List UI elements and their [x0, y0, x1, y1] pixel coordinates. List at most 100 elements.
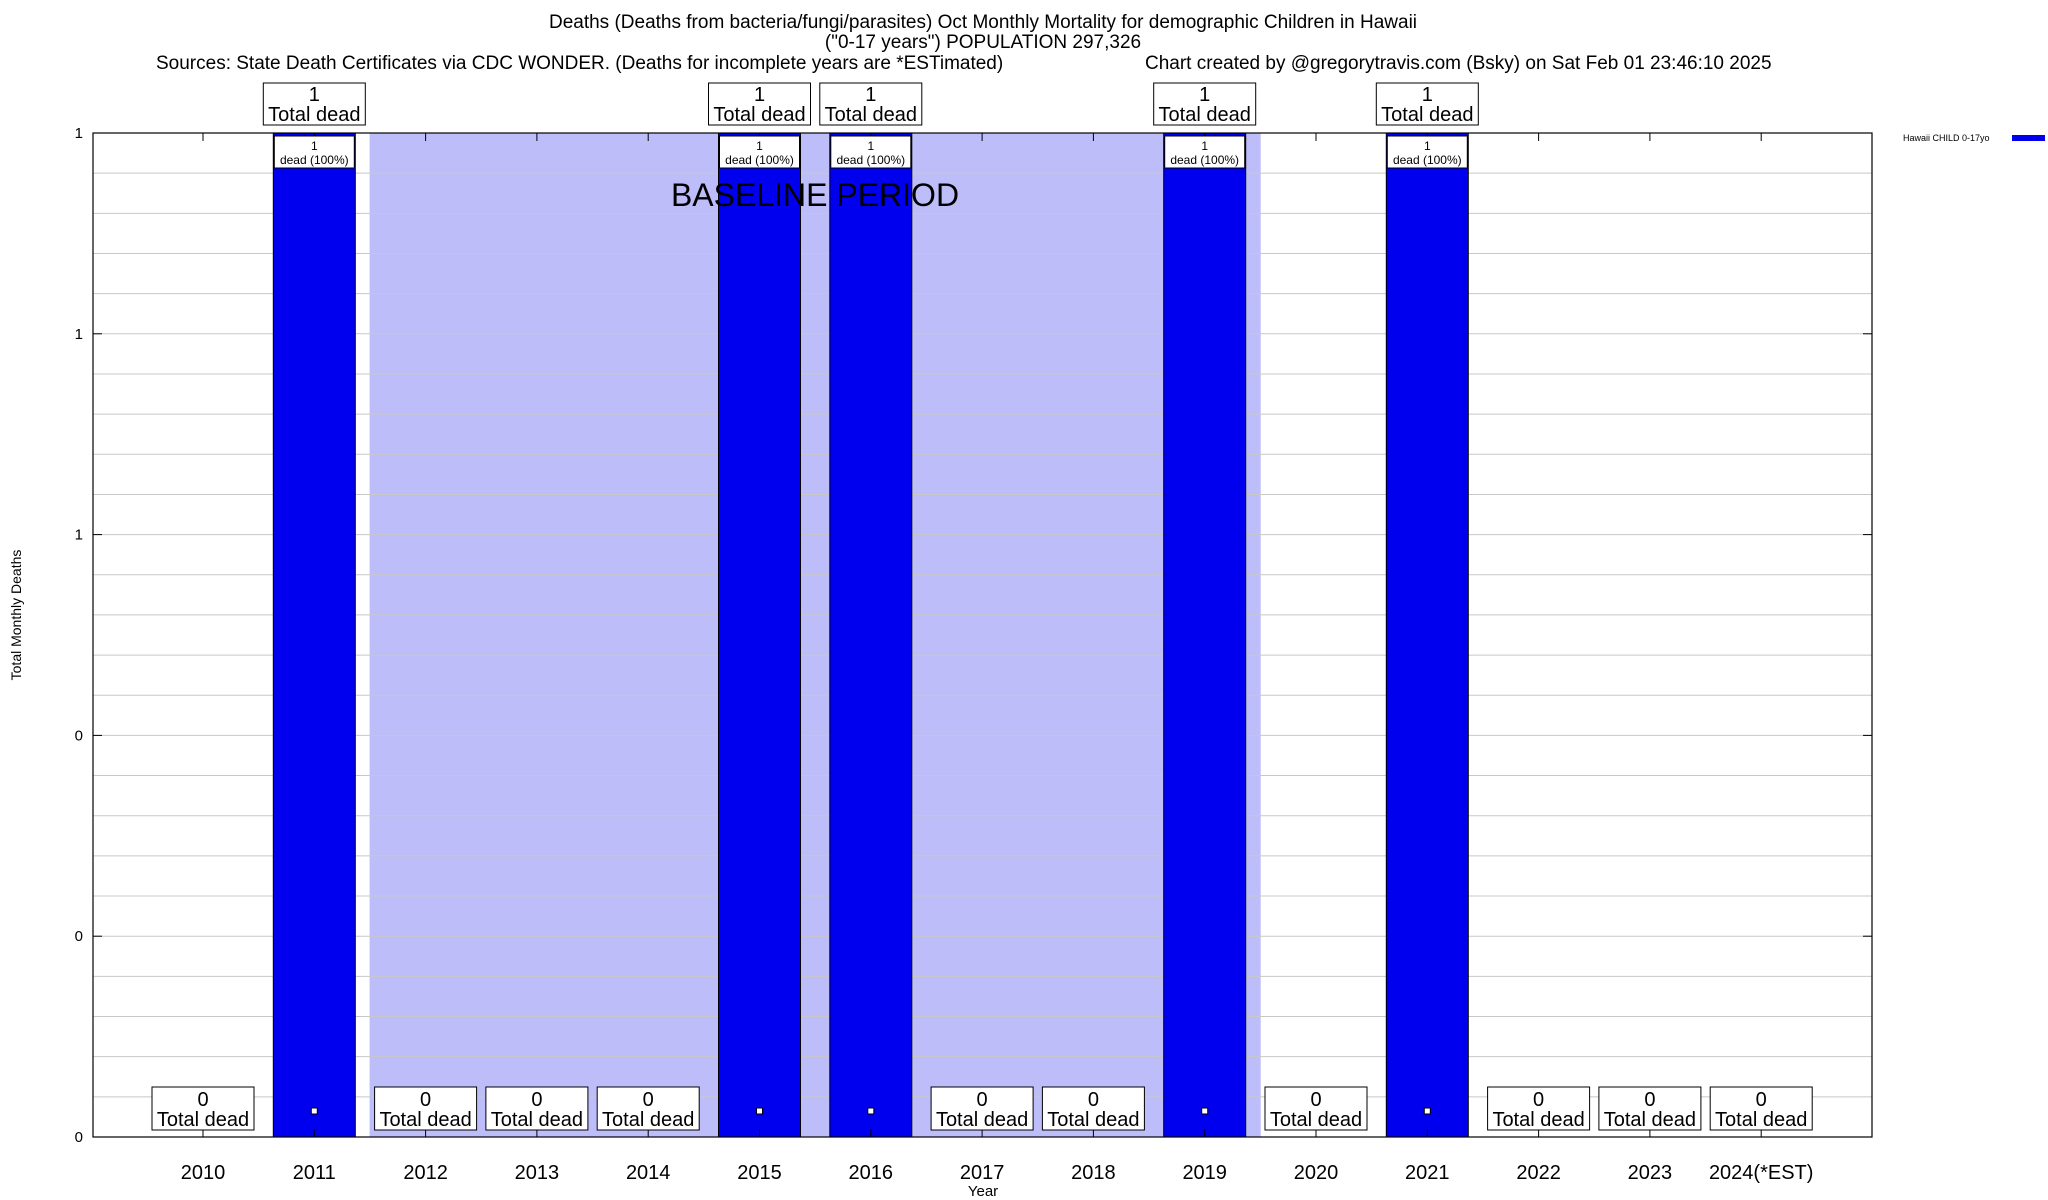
point-marker	[867, 1107, 875, 1115]
total-box	[1375, 82, 1479, 126]
bar	[272, 132, 356, 1138]
x-axis-label: Year	[968, 1183, 998, 1200]
bar-label-value: 1	[1424, 139, 1431, 153]
bar-label-text: dead (100%)	[725, 153, 794, 167]
bar-label-box	[273, 135, 355, 169]
total-value: 0	[1533, 1089, 1544, 1111]
baseline-period-label: BASELINE PERIOD	[671, 177, 959, 213]
total-value: 1	[865, 84, 876, 106]
total-box	[1041, 1086, 1145, 1131]
y-tick-label: 1	[75, 527, 83, 544]
total-label: Total dead	[936, 1109, 1028, 1131]
x-tick-label: 2012	[403, 1162, 448, 1184]
total-value: 0	[1088, 1089, 1099, 1111]
total-value: 0	[977, 1089, 988, 1111]
bar-label-value: 1	[311, 139, 318, 153]
total-label: Total dead	[1159, 104, 1251, 126]
chart-sources: Sources: State Death Certificates via CD…	[156, 53, 1004, 74]
bar-label-text: dead (100%)	[1170, 153, 1239, 167]
total-box	[596, 1086, 700, 1131]
legend-label: Hawaii CHILD 0-17yo	[1903, 133, 1990, 143]
y-axis-label: Total Monthly Deaths	[8, 550, 24, 681]
total-label: Total dead	[825, 104, 917, 126]
total-label: Total dead	[1604, 1109, 1696, 1131]
point-marker	[1423, 1107, 1431, 1115]
total-label: Total dead	[1715, 1109, 1807, 1131]
x-tick-label: 2013	[515, 1162, 560, 1184]
bar-label-value: 1	[867, 139, 874, 153]
y-tick-label: 0	[75, 1129, 83, 1146]
bar-label-text: dead (100%)	[836, 153, 905, 167]
chart-title-line-2: ("0-17 years") POPULATION 297,326	[824, 32, 1142, 53]
bar-label-box	[719, 135, 800, 169]
total-label: Total dead	[379, 1109, 471, 1131]
total-label: Total dead	[713, 104, 805, 126]
total-value: 0	[420, 1089, 431, 1111]
x-tick-label: 2021	[1405, 1162, 1450, 1184]
total-box	[708, 82, 811, 126]
total-box	[1153, 82, 1257, 126]
total-box	[930, 1086, 1034, 1131]
x-tick-label: 2011	[293, 1162, 336, 1184]
y-tick-label: 1	[75, 125, 83, 142]
chart-credit: Chart created by @gregorytravis.com (Bsk…	[1145, 53, 1772, 74]
x-tick-label: 2019	[1182, 1162, 1227, 1184]
total-label: Total dead	[268, 104, 360, 126]
x-tick-label: 2024(*EST)	[1709, 1162, 1814, 1184]
total-value: 1	[1422, 84, 1433, 106]
chart-title-line-1: Deaths (Deaths from bacteria/fungi/paras…	[548, 12, 1418, 33]
baseline-region	[369, 133, 1261, 1137]
total-value: 1	[1199, 84, 1210, 106]
bar-label-text: dead (100%)	[280, 153, 349, 167]
total-box	[819, 82, 923, 126]
bar-label-box	[1164, 135, 1246, 169]
total-value: 0	[1756, 1089, 1767, 1111]
x-tick-label: 2020	[1294, 1162, 1339, 1184]
bar-label-box	[1386, 135, 1468, 169]
x-tick-label: 2010	[181, 1162, 226, 1184]
total-value: 1	[754, 84, 765, 106]
total-value: 0	[1644, 1089, 1655, 1111]
total-label: Total dead	[1047, 1109, 1139, 1131]
total-label: Total dead	[1270, 1109, 1362, 1131]
total-value: 0	[197, 1089, 208, 1111]
total-box	[374, 1086, 478, 1131]
total-label: Total dead	[1492, 1109, 1584, 1131]
bar	[1163, 132, 1247, 1138]
total-label: Total dead	[491, 1109, 583, 1131]
bar	[829, 132, 913, 1138]
total-value: 0	[531, 1089, 542, 1111]
bar	[1385, 132, 1469, 1138]
bar	[718, 132, 801, 1138]
x-tick-label: 2015	[737, 1162, 782, 1184]
total-box	[1598, 1086, 1702, 1131]
total-box	[151, 1086, 255, 1131]
legend-swatch	[2012, 135, 2045, 141]
total-box	[262, 82, 366, 126]
total-box	[1709, 1086, 1813, 1131]
total-box	[1264, 1086, 1368, 1131]
y-tick-label: 0	[75, 727, 83, 744]
total-box	[485, 1086, 589, 1131]
total-label: Total dead	[602, 1109, 694, 1131]
x-tick-label: 2023	[1628, 1162, 1673, 1184]
x-tick-label: 2017	[960, 1162, 1005, 1184]
x-tick-label: 2018	[1071, 1162, 1116, 1184]
y-tick-label: 0	[75, 928, 83, 945]
x-tick-label: 2016	[849, 1162, 894, 1184]
bar-label-value: 1	[1201, 139, 1208, 153]
total-value: 0	[643, 1089, 654, 1111]
y-tick-label: 1	[75, 326, 83, 343]
total-box	[1487, 1086, 1591, 1131]
x-tick-label: 2022	[1516, 1162, 1561, 1184]
total-label: Total dead	[157, 1109, 249, 1131]
point-marker	[756, 1107, 763, 1115]
bar-label-box	[830, 135, 912, 169]
bar-label-text: dead (100%)	[1393, 153, 1462, 167]
total-value: 1	[309, 84, 320, 106]
point-marker	[310, 1107, 318, 1115]
total-label: Total dead	[1381, 104, 1473, 126]
total-value: 0	[1310, 1089, 1321, 1111]
bar-label-value: 1	[756, 139, 763, 153]
